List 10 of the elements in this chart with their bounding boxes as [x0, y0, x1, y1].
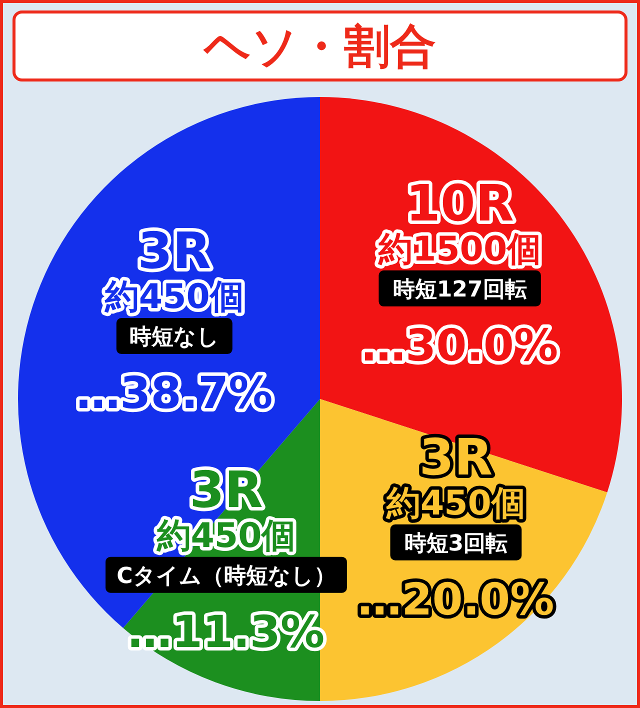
- slice-label: 3R 約450個: [385, 428, 526, 524]
- slice-label: 3R 約450個: [104, 222, 244, 318]
- chart-title: ヘソ・割合: [203, 19, 436, 73]
- text: 時短127回転: [392, 277, 527, 302]
- text: 時短なし: [129, 325, 220, 350]
- data-label: …30.0%: [361, 320, 558, 372]
- text: 時短3回転: [404, 531, 508, 556]
- text: Cタイム（時短なし）: [116, 564, 336, 589]
- data-label: …38.7%: [76, 368, 273, 420]
- slice-label: 10R 約1500個: [377, 174, 542, 270]
